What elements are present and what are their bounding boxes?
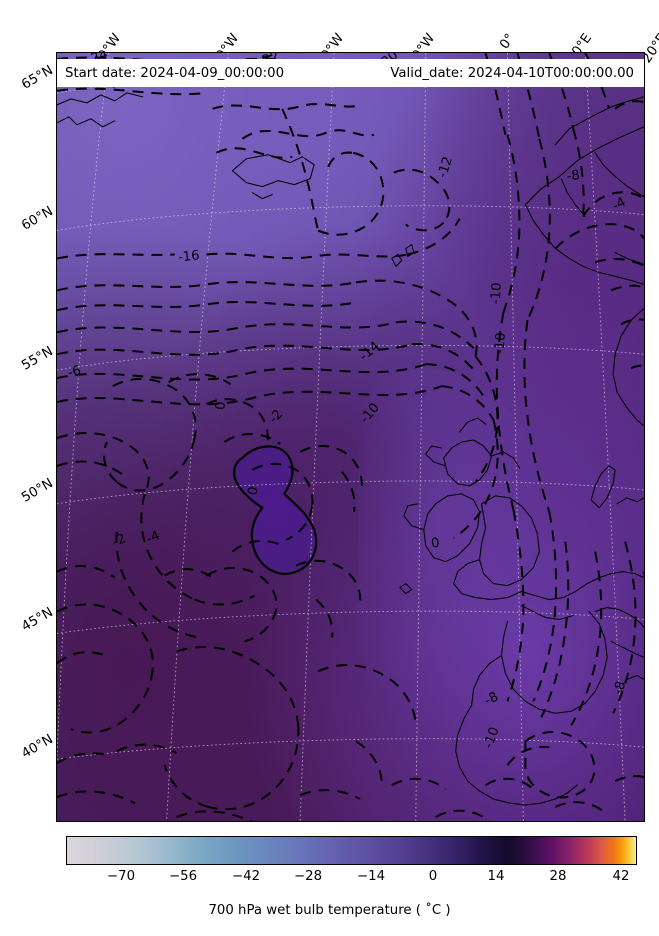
colorbar-tick-m56: −56 xyxy=(168,869,198,884)
contour-label-m2-a: -2 xyxy=(110,531,128,550)
coastlines xyxy=(57,92,644,806)
map-plot-area[interactable]: -16 -14 -10 -12 -8 -10 -10 -4 -6 -2 -4 0… xyxy=(56,52,645,822)
contour-lines xyxy=(57,53,644,821)
contour-label-0-c: 0 xyxy=(430,536,440,552)
start-date-text: Start date: 2024-04-09_00:00:00 xyxy=(65,65,285,81)
contour-label-m8-c: -8 xyxy=(611,679,630,696)
lat-tick-label-60N: 60°N xyxy=(19,204,56,234)
contour-label-m10-c: -10 xyxy=(493,332,509,355)
contour-label-0-b: 0 xyxy=(246,485,262,496)
lat-tick-label-45N: 45°N xyxy=(19,605,56,635)
colorbar-tick-m28: −28 xyxy=(293,869,323,884)
contour-label-m6: -6 xyxy=(66,363,82,381)
temperature-field-fill xyxy=(57,53,644,821)
colorbar-tick-14: 14 xyxy=(487,869,505,884)
contour-label-m8-a: -8 xyxy=(566,168,581,185)
contour-label-m10-d: -10 xyxy=(481,725,502,750)
valid-date-text: Valid_date: 2024-04-10T00:00:00.00 xyxy=(390,65,634,81)
contour-label-m12: -12 xyxy=(435,155,456,180)
contour-label-m8-b: -8 xyxy=(482,689,501,708)
lat-tick-label-65N: 65°N xyxy=(19,63,56,93)
contour-label-m4-b: -4 xyxy=(144,528,162,547)
colorbar-tick-m42: −42 xyxy=(231,869,261,884)
contour-labels: -16 -14 -10 -12 -8 -10 -10 -4 -6 -2 -4 0… xyxy=(66,53,629,751)
contour-label-0-a: 0 xyxy=(213,401,229,410)
contour-label-m10-b: -10 xyxy=(489,282,505,305)
date-banner: Start date: 2024-04-09_00:00:00 Valid_da… xyxy=(57,59,644,87)
lat-tick-label-55N: 55°N xyxy=(19,344,56,374)
lat-tick-label-40N: 40°N xyxy=(19,732,56,762)
map-canvas: -16 -14 -10 -12 -8 -10 -10 -4 -6 -2 -4 0… xyxy=(57,53,644,821)
contour-label-m4: -4 xyxy=(610,195,629,214)
colorbar-tick-m14: −14 xyxy=(356,869,386,884)
contour-label-m16: -16 xyxy=(177,248,200,265)
colorbar-tick-42: 42 xyxy=(612,869,630,884)
lat-tick-label-50N: 50°N xyxy=(19,476,56,506)
colorbar-axis-label: 700 hPa wet bulb temperature ( ˚C ) xyxy=(208,903,451,918)
colorbar-tick-m70: −70 xyxy=(106,869,136,884)
colorbar[interactable] xyxy=(66,836,637,865)
colorbar-tick-0: 0 xyxy=(428,869,438,884)
zero-contour xyxy=(233,445,318,575)
colorbar-tick-28: 28 xyxy=(549,869,567,884)
